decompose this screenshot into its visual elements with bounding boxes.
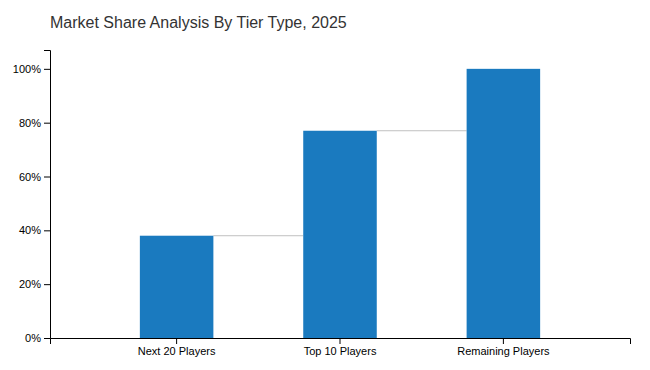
y-tick-label: 100% — [13, 63, 41, 75]
x-tick-label: Top 10 Players — [304, 345, 377, 357]
y-tick-mark — [44, 123, 50, 124]
x-tick-mark — [176, 338, 177, 344]
x-axis-line — [51, 339, 631, 345]
y-tick-mark — [44, 177, 50, 178]
y-tick: 100% — [13, 63, 50, 75]
y-tick: 0% — [25, 332, 50, 344]
y-axis: 0% 20% 40% 60% 80% 100% — [13, 51, 51, 345]
x-tick-mark — [340, 338, 341, 344]
title: Market Share Analysis By Tier Type, 2025 — [50, 14, 347, 31]
connector — [213, 235, 303, 236]
y-tick: 80% — [19, 117, 50, 129]
bar — [140, 236, 214, 338]
connector — [377, 130, 467, 131]
y-tick-label: 0% — [25, 332, 41, 344]
y-tick-label: 40% — [19, 224, 41, 236]
x-tick: Next 20 Players — [138, 338, 216, 357]
y-tick-mark — [44, 338, 50, 339]
x-tick-label: Remaining Players — [457, 345, 550, 357]
x-axis: Next 20 Players Top 10 Players Remaining P… — [51, 338, 631, 357]
y-tick-mark — [44, 284, 50, 285]
plot: Next 20 Players Top 10 Players Remaining P… — [13, 51, 631, 357]
x-tick: Top 10 Players — [304, 338, 377, 357]
y-tick-mark — [44, 69, 50, 70]
y-tick: 40% — [19, 224, 50, 236]
x-tick: Remaining Players — [457, 338, 550, 357]
bar — [303, 131, 377, 338]
y-tick-label: 60% — [19, 171, 41, 183]
y-tick-label: 20% — [19, 278, 41, 290]
bar — [467, 69, 541, 338]
x-tick-label: Next 20 Players — [138, 345, 216, 357]
x-tick-mark — [503, 338, 504, 344]
chart: Market Share Analysis By Tier Type, 2025… — [0, 0, 650, 370]
y-axis-line — [44, 51, 51, 339]
y-tick-label: 80% — [19, 117, 41, 129]
y-tick: 20% — [19, 278, 50, 290]
y-tick-mark — [44, 230, 50, 231]
y-tick: 60% — [19, 171, 50, 183]
marks — [140, 69, 540, 338]
